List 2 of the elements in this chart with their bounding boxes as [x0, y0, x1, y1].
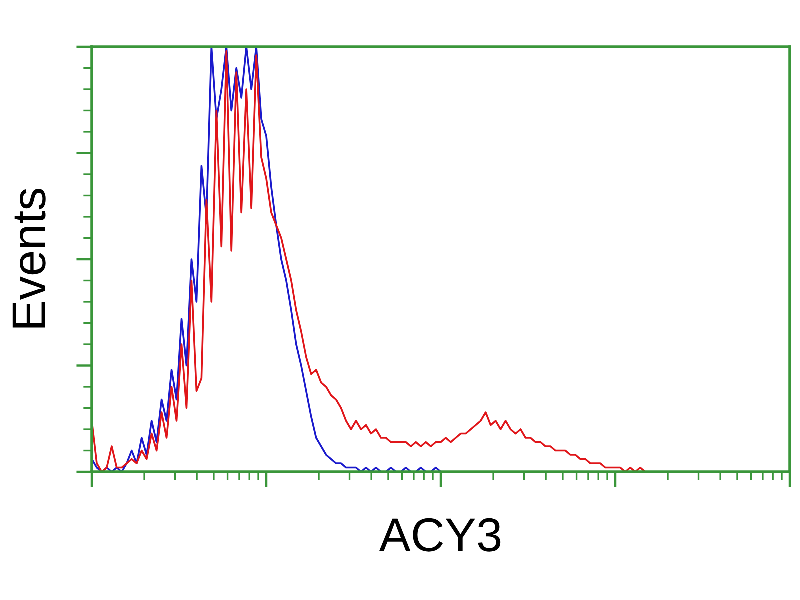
- x-axis-title: ACY3: [379, 518, 501, 552]
- y-axis-title: Events: [12, 189, 46, 328]
